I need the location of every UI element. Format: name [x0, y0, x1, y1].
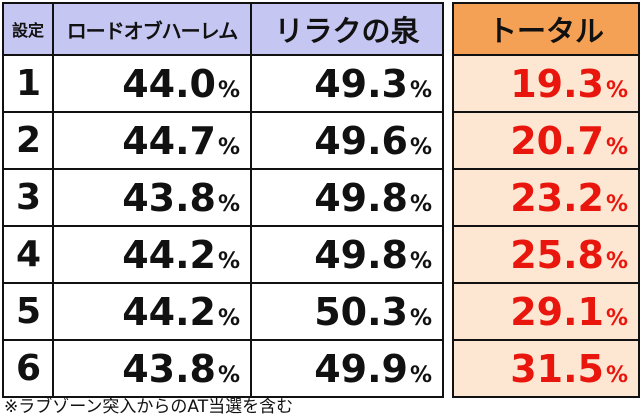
setting-cell: 2: [2, 111, 54, 170]
setting-cell-value: 6: [16, 348, 42, 389]
percent-sign: %: [217, 248, 240, 274]
total-cell-value: 23.2: [510, 175, 604, 220]
percent-sign: %: [217, 362, 240, 388]
total-row: 29.1%: [452, 282, 640, 341]
percent-sign: %: [217, 77, 240, 103]
total-cell: 31.5%: [452, 339, 640, 398]
footnote: ※ラブゾーン突入からのAT当選を含む: [4, 397, 294, 417]
percent-sign: %: [409, 305, 432, 331]
percent-sign: %: [409, 77, 432, 103]
table-row: 5 44.2% 50.3%: [2, 282, 444, 341]
percent-sign: %: [605, 362, 628, 388]
header-relax-spring: リラクの泉: [250, 2, 444, 56]
setting-cell-value: 5: [16, 291, 42, 332]
total-cell-value: 20.7: [510, 118, 604, 163]
total-row: 19.3%: [452, 54, 640, 113]
table-row: 3 43.8% 49.8%: [2, 168, 444, 227]
percent-sign: %: [217, 305, 240, 331]
relax-cell-value: 49.8: [314, 175, 408, 220]
relax-cell-value: 49.9: [314, 346, 408, 391]
percent-sign: %: [605, 134, 628, 160]
percent-sign: %: [409, 134, 432, 160]
table-row: 2 44.7% 49.6%: [2, 111, 444, 170]
road-cell-value: 43.8: [122, 175, 216, 220]
percent-sign: %: [217, 191, 240, 217]
road-cell-value: 44.7: [122, 118, 216, 163]
setting-cell-value: 4: [16, 234, 42, 275]
relax-cell-value: 49.8: [314, 232, 408, 277]
total-cell-value: 31.5: [510, 346, 604, 391]
total-cell: 23.2%: [452, 168, 640, 227]
percent-sign: %: [605, 191, 628, 217]
setting-cell: 1: [2, 54, 54, 113]
header-road-of-harem: ロードオブハーレム: [52, 2, 252, 56]
setting-cell: 6: [2, 339, 54, 398]
total-row: 23.2%: [452, 168, 640, 227]
total-table: トータル 19.3% 20.7% 23.2% 25.8% 29.1% 31.5%: [452, 2, 640, 398]
total-cell: 29.1%: [452, 282, 640, 341]
setting-cell: 5: [2, 282, 54, 341]
total-row: 31.5%: [452, 339, 640, 398]
setting-cell-value: 2: [16, 120, 42, 161]
table-body: 1 44.0% 49.3% 2 44.7% 49.6% 3 43.8% 49.8% 4 44.2% 4…: [2, 54, 444, 398]
total-row: 25.8%: [452, 225, 640, 284]
table-row: 4 44.2% 49.8%: [2, 225, 444, 284]
percent-sign: %: [605, 77, 628, 103]
road-cell: 44.7%: [52, 111, 252, 170]
probability-table: 設定 ロードオブハーレム リラクの泉 1 44.0% 49.3% 2 44.7% 49.6…: [2, 2, 444, 398]
total-row: 20.7%: [452, 111, 640, 170]
setting-cell-value: 3: [16, 177, 42, 218]
relax-cell: 49.8%: [250, 225, 444, 284]
percent-sign: %: [605, 305, 628, 331]
header-setting: 設定: [2, 2, 54, 56]
total-cell-value: 29.1: [510, 289, 604, 334]
road-cell: 43.8%: [52, 339, 252, 398]
percent-sign: %: [605, 248, 628, 274]
relax-cell: 49.3%: [250, 54, 444, 113]
setting-cell: 4: [2, 225, 54, 284]
road-cell-value: 44.2: [122, 289, 216, 334]
header-row: 設定 ロードオブハーレム リラクの泉: [2, 2, 444, 56]
road-cell: 44.2%: [52, 225, 252, 284]
relax-cell-value: 49.6: [314, 118, 408, 163]
header-total: トータル: [452, 2, 640, 56]
road-cell-value: 44.0: [122, 61, 216, 106]
percent-sign: %: [409, 191, 432, 217]
total-cell: 19.3%: [452, 54, 640, 113]
relax-cell: 50.3%: [250, 282, 444, 341]
road-cell-value: 44.2: [122, 232, 216, 277]
road-cell: 44.0%: [52, 54, 252, 113]
percent-sign: %: [409, 362, 432, 388]
relax-cell: 49.9%: [250, 339, 444, 398]
road-cell-value: 43.8: [122, 346, 216, 391]
total-cell: 25.8%: [452, 225, 640, 284]
total-header-row: トータル: [452, 2, 640, 56]
road-cell: 44.2%: [52, 282, 252, 341]
total-cell-value: 19.3: [510, 61, 604, 106]
total-body: 19.3% 20.7% 23.2% 25.8% 29.1% 31.5%: [452, 54, 640, 398]
percent-sign: %: [217, 134, 240, 160]
relax-cell: 49.6%: [250, 111, 444, 170]
table-row: 1 44.0% 49.3%: [2, 54, 444, 113]
setting-cell: 3: [2, 168, 54, 227]
percent-sign: %: [409, 248, 432, 274]
total-cell-value: 25.8: [510, 232, 604, 277]
total-cell: 20.7%: [452, 111, 640, 170]
relax-cell: 49.8%: [250, 168, 444, 227]
road-cell: 43.8%: [52, 168, 252, 227]
relax-cell-value: 50.3: [314, 289, 408, 334]
relax-cell-value: 49.3: [314, 61, 408, 106]
table-row: 6 43.8% 49.9%: [2, 339, 444, 398]
setting-cell-value: 1: [16, 63, 42, 104]
